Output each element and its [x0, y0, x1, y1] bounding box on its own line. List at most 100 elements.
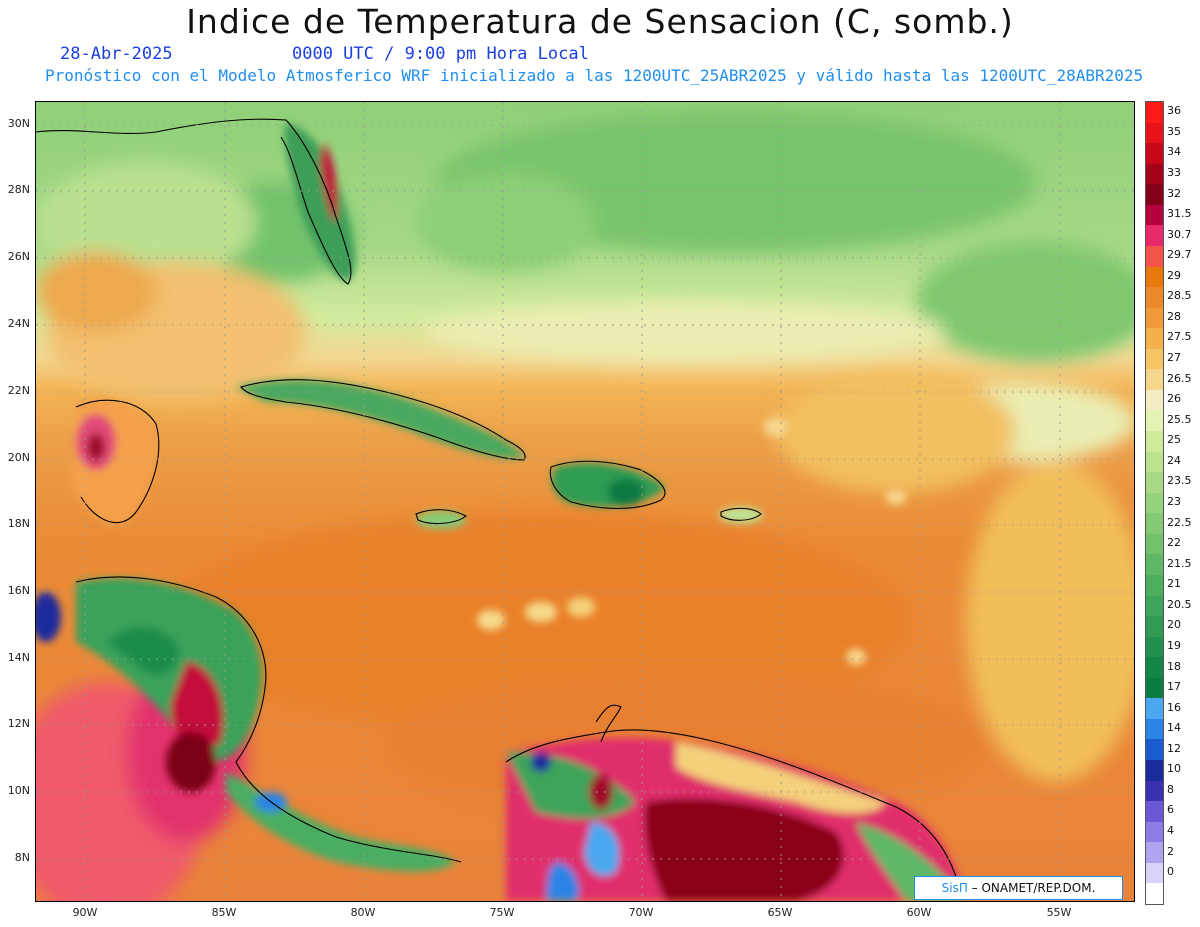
colorbar-cell [1146, 821, 1163, 843]
colorbar-label: 18 [1167, 659, 1181, 673]
colorbar-label: 20.5 [1167, 597, 1192, 611]
lon-label-75w: 75W [489, 906, 515, 919]
colorbar-cell [1146, 760, 1163, 782]
colorbar-cell [1146, 698, 1163, 720]
colorbar-label: 29.7 [1167, 248, 1192, 262]
colorbar-cell [1146, 163, 1163, 185]
warm-spots [477, 417, 906, 665]
colorbar-cell [1146, 245, 1163, 267]
colorbar-cell [1146, 492, 1163, 514]
colorbar-label: 25.5 [1167, 412, 1192, 426]
coastlines [36, 118, 957, 878]
credit-text: – ONAMET/REP.DOM. [971, 881, 1096, 895]
lat-label-12n: 12N [7, 717, 30, 730]
colorbar-label: 21 [1167, 577, 1181, 591]
lat-label-8n: 8N [14, 851, 30, 864]
colorbar-label: 16 [1167, 700, 1181, 714]
lat-label-10n: 10N [7, 784, 30, 797]
colorbar-cell [1146, 657, 1163, 679]
colorbar-cell [1146, 102, 1163, 124]
colorbar-label: 28 [1167, 309, 1181, 323]
colorbar-label: 27 [1167, 351, 1181, 365]
colorbar-label: 33 [1167, 165, 1181, 179]
lat-label-28n: 28N [7, 183, 30, 196]
colorbar-label: 24 [1167, 453, 1181, 467]
colorbar-cell [1146, 451, 1163, 473]
colorbar-label: 28.5 [1167, 289, 1192, 303]
lon-label-55w: 55W [1046, 906, 1072, 919]
model-subtitle: Pronóstico con el Modelo Atmosferico WRF… [45, 66, 1144, 85]
chart-title: Indice de Temperatura de Sensacion (C, s… [186, 2, 1014, 41]
lon-label-70w: 70W [628, 906, 654, 919]
colorbar-label: 35 [1167, 124, 1181, 138]
credit-box: SisΠ – ONAMET/REP.DOM. [914, 876, 1123, 900]
colorbar-cell [1146, 204, 1163, 226]
colorbar-label: 2 [1167, 844, 1174, 858]
lat-label-26n: 26N [7, 250, 30, 263]
colorbar-cell [1146, 677, 1163, 699]
colorbar-label: 27.5 [1167, 330, 1192, 344]
colorbar-cell [1146, 616, 1163, 638]
colorbar-label: 30.7 [1167, 227, 1192, 241]
colorbar-label: 31.5 [1167, 207, 1192, 221]
lon-label-60w: 60W [906, 906, 932, 919]
land-features [36, 122, 966, 901]
colorbar-cell [1146, 636, 1163, 658]
colorbar-cell [1146, 883, 1163, 905]
colorbar-label: 8 [1167, 782, 1174, 796]
lon-label-85w: 85W [211, 906, 237, 919]
forecast-date: 28-Abr-2025 [60, 44, 173, 64]
colorbar-label: 32 [1167, 186, 1181, 200]
colorbar-cell [1146, 801, 1163, 823]
colorbar-cell [1146, 369, 1163, 391]
colorbar-cell [1146, 554, 1163, 576]
colorbar-cell [1146, 718, 1163, 740]
colorbar-label: 4 [1167, 824, 1174, 838]
colorbar-cell [1146, 122, 1163, 144]
colorbar-label: 20 [1167, 618, 1181, 632]
lat-label-16n: 16N [7, 584, 30, 597]
colorbar-label: 29 [1167, 268, 1181, 282]
colorbar-cell [1146, 328, 1163, 350]
colorbar-cell [1146, 739, 1163, 761]
lat-label-22n: 22N [7, 384, 30, 397]
colorbar-cell [1146, 780, 1163, 802]
colorbar-label: 0 [1167, 865, 1174, 879]
colorbar-label: 23.5 [1167, 474, 1192, 488]
colorbar-label: 22.5 [1167, 515, 1192, 529]
colorbar-label: 23 [1167, 495, 1181, 508]
colorbar [1145, 101, 1164, 905]
colorbar-cell [1146, 266, 1163, 288]
colorbar-label: 21.5 [1167, 556, 1192, 570]
colorbar-label: 6 [1167, 803, 1174, 817]
colorbar-label: 36 [1167, 104, 1181, 118]
graticule [36, 102, 1134, 901]
colorbar-cell [1146, 307, 1163, 329]
colorbar-label: 26.5 [1167, 371, 1192, 385]
colorbar-label: 10 [1167, 762, 1181, 776]
sispi-logo: SisΠ [941, 881, 968, 895]
colorbar-cell [1146, 225, 1163, 247]
colorbar-cell [1146, 410, 1163, 432]
colorbar-cell [1146, 533, 1163, 555]
lat-label-18n: 18N [7, 517, 30, 530]
lon-label-65w: 65W [767, 906, 793, 919]
colorbar-cell [1146, 143, 1163, 165]
colorbar-cell [1146, 287, 1163, 309]
colorbar-label: 25 [1167, 433, 1181, 447]
map-canvas [36, 102, 1134, 901]
colorbar-cell [1146, 513, 1163, 535]
colorbar-cell [1146, 348, 1163, 370]
colorbar-cell [1146, 431, 1163, 453]
colorbar-label: 17 [1167, 680, 1181, 694]
colorbar-cell [1146, 842, 1163, 864]
colorbar-cell [1146, 862, 1163, 884]
lat-label-24n: 24N [7, 317, 30, 330]
colorbar-cell [1146, 184, 1163, 206]
colorbar-cell [1146, 389, 1163, 411]
lon-label-80w: 80W [350, 906, 376, 919]
colorbar-label: 22 [1167, 536, 1181, 550]
forecast-time: 0000 UTC / 9:00 pm Hora Local [292, 44, 589, 64]
colorbar-label: 19 [1167, 638, 1181, 652]
colorbar-label: 12 [1167, 741, 1181, 755]
